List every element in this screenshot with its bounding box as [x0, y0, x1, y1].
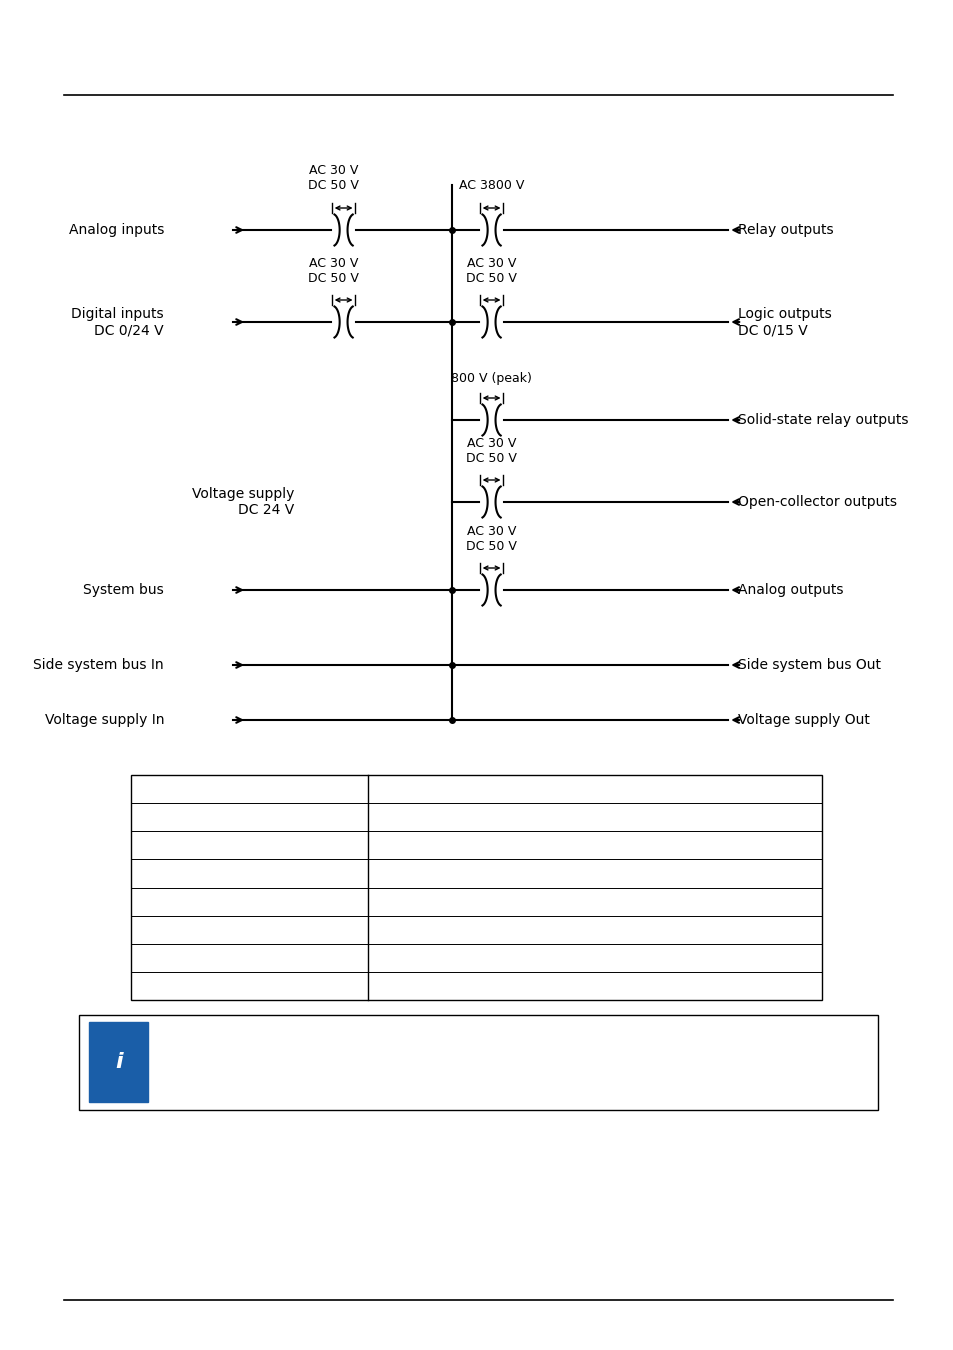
Text: AC 30 V
DC 50 V: AC 30 V DC 50 V [466, 525, 517, 553]
Text: Side system bus Out: Side system bus Out [738, 657, 881, 672]
Text: Solid-state relay outputs: Solid-state relay outputs [738, 413, 908, 427]
Text: AC 30 V
DC 50 V: AC 30 V DC 50 V [308, 163, 358, 192]
Text: i: i [114, 1052, 122, 1072]
Text: AC 3800 V: AC 3800 V [458, 180, 524, 192]
Bar [89, 1022, 148, 1102]
Text: Open-collector outputs: Open-collector outputs [738, 495, 896, 509]
Text: Digital inputs
DC 0/24 V: Digital inputs DC 0/24 V [71, 306, 164, 338]
Text: Side system bus In: Side system bus In [33, 657, 164, 672]
Text: Logic outputs
DC 0/15 V: Logic outputs DC 0/15 V [738, 306, 831, 338]
Text: Relay outputs: Relay outputs [738, 223, 833, 238]
Text: Voltage supply In: Voltage supply In [45, 713, 164, 728]
Text: AC 30 V
DC 50 V: AC 30 V DC 50 V [466, 256, 517, 285]
Bar [132, 775, 821, 1000]
Text: Analog inputs: Analog inputs [69, 223, 164, 238]
Text: AC 30 V
DC 50 V: AC 30 V DC 50 V [308, 256, 358, 285]
Text: Analog outputs: Analog outputs [738, 583, 842, 597]
Text: System bus: System bus [83, 583, 164, 597]
Bar [79, 1015, 878, 1110]
Text: Voltage supply
DC 24 V: Voltage supply DC 24 V [192, 487, 294, 517]
Text: AC 30 V
DC 50 V: AC 30 V DC 50 V [466, 437, 517, 464]
Text: 800 V (peak): 800 V (peak) [451, 373, 532, 385]
Text: Voltage supply Out: Voltage supply Out [738, 713, 869, 728]
